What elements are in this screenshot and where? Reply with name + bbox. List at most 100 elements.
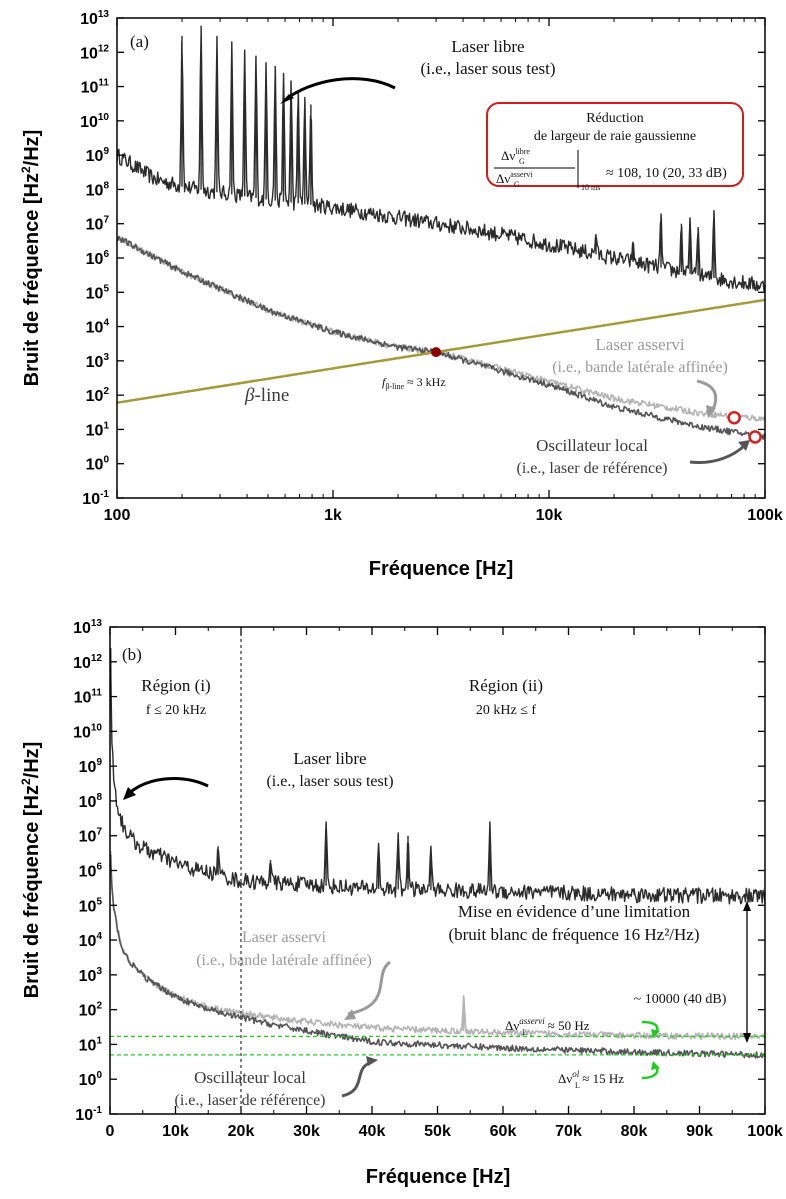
- a-x-tick-label: 100: [104, 507, 131, 524]
- a-x-axis-title: Fréquence [Hz]: [369, 558, 513, 580]
- b-y-tick-label: 108: [79, 792, 103, 811]
- a-y-tick-label: 102: [86, 386, 110, 405]
- svg-text:Δνlibre: Δνlibre: [501, 147, 530, 163]
- a-libre-arrow: [284, 77, 396, 102]
- b-x-axis-title: Fréquence [Hz]: [366, 1166, 510, 1188]
- b-dv-asservi-sup: asservi: [519, 1016, 545, 1026]
- b-asservi-arrow: [347, 960, 392, 1016]
- b-series-laser-libre: [110, 647, 766, 905]
- b-ol-arrowhead: [366, 1056, 378, 1066]
- a-asservi-sub: (i.e., bande latérale affinée): [552, 359, 728, 376]
- b-y-tick-label: 1011: [74, 688, 103, 707]
- a-y-tick-label: 106: [86, 249, 110, 268]
- b-dv-asservi-value: ≈ 50 Hz: [548, 1018, 590, 1033]
- a-y-tick-label: 1013: [80, 9, 109, 28]
- b-libre-sub: (i.e., laser sous test): [266, 773, 393, 790]
- b-dv-asservi-prefix: Δν: [505, 1018, 519, 1033]
- a-ol-label: Oscillateur local: [536, 436, 648, 455]
- panel-b-label: (b): [122, 645, 142, 664]
- b-x-tick-label: 20k: [228, 1123, 255, 1140]
- b-y-tick-label: 1013: [73, 618, 102, 637]
- b-region2-title: Région (ii): [469, 676, 543, 695]
- panel-a-frame: [116, 17, 766, 499]
- a-box-title-1: Réduction: [586, 111, 644, 126]
- a-asservi-label: Laser asservi: [595, 335, 684, 354]
- a-x-tick-label: 100k: [747, 507, 783, 524]
- b-y-tick-label: 105: [79, 896, 103, 915]
- b-ratio-label: ~ 10000 (40 dB): [634, 992, 727, 1007]
- b-dv-ol: Δνol ≈ 15 Hz: [558, 1069, 624, 1086]
- a-y-tick-label: 104: [86, 318, 110, 337]
- a-evaluation-marker: [727, 410, 741, 425]
- a-libre-arrowhead: [280, 94, 294, 104]
- b-dv-asservi-arrowhead: [651, 1029, 660, 1038]
- a-y-tick-label: 10-1: [82, 489, 109, 508]
- a-y-tick-label: 101: [86, 420, 110, 439]
- a-fbeta-sub: β-line: [385, 382, 404, 391]
- b-y-tick-label: 104: [79, 931, 103, 950]
- b-x-tick-label: 30k: [293, 1123, 320, 1140]
- a-libre-sub: (i.e., laser sous test): [420, 59, 555, 78]
- a-libre-label: Laser libre: [451, 37, 524, 56]
- a-box-num-sub: G: [519, 157, 525, 166]
- b-x-tick-label: 10k: [162, 1123, 189, 1140]
- a-box-fraction: Δνlibre G Δνasservi G 10 ms ≈ 108, 10 (2…: [494, 147, 727, 192]
- b-y-tick-label: 100: [79, 1070, 103, 1089]
- b-y-axis-title: Bruit de fréquence [Hz2/Hz]: [19, 742, 43, 999]
- b-x-tick-label: 100k: [747, 1123, 783, 1140]
- b-libre-arrowhead: [123, 787, 136, 800]
- a-box-num-sup: libre: [515, 147, 530, 156]
- a-x-tick-label: 10k: [536, 507, 563, 524]
- a-y-tick-label: 100: [86, 455, 110, 474]
- b-region1-cond: f ≤ 20 kHz: [146, 703, 206, 718]
- a-beta-line-label: β-line: [244, 385, 289, 406]
- a-ol-sub: (i.e., laser de référence): [517, 460, 668, 477]
- a-box-den: Δν: [496, 171, 510, 186]
- a-y-tick-label: 108: [86, 180, 110, 199]
- a-x-tick-label: 1k: [324, 507, 342, 524]
- b-asservi-arrowhead: [344, 1009, 356, 1020]
- b-y-tick-label: 109: [79, 757, 103, 776]
- a-box-result: ≈ 108, 10 (20, 33 dB): [606, 166, 727, 181]
- b-libre-label: Laser libre: [293, 749, 366, 768]
- b-dv-asservi: Δνasservi ≈ 50 Hz: [505, 1016, 590, 1033]
- a-box-den-sup: asservi: [510, 170, 533, 179]
- a-y-tick-label: 1011: [81, 78, 110, 97]
- a-y-tick-label: 1010: [80, 112, 109, 131]
- panel-b: 10-1 100 101 102 103 104 105 106 107 108 109 1010 10…: [19, 618, 783, 1188]
- a-box-den-sub: G: [514, 180, 520, 189]
- b-limit-label: Mise en évidence d’une limitation: [458, 902, 691, 921]
- b-region1-title: Région (i): [141, 676, 210, 695]
- b-ol-sub: (i.e., laser de référence): [175, 1092, 326, 1109]
- b-ratio-arrowhead-bottom: [743, 1033, 751, 1043]
- a-reduction-box: [486, 102, 744, 187]
- b-y-tick-label: 1010: [73, 722, 102, 741]
- a-y-axis-title-text: Bruit de fréquence [Hz2/Hz]: [19, 130, 43, 387]
- b-y-tick-label: 107: [79, 827, 103, 846]
- b-y-tick-label: 102: [79, 1001, 103, 1020]
- svg-text:Δνasservi: Δνasservi: [496, 170, 533, 186]
- panel-a-data-layer: [116, 25, 766, 444]
- a-y-tick-label: 103: [86, 352, 110, 371]
- panel-b-frame: [109, 626, 766, 1115]
- b-libre-arrow: [127, 777, 209, 796]
- b-dv-asservi-sub: L: [522, 1028, 527, 1037]
- a-y-tick-label: 107: [86, 215, 110, 234]
- b-y-tick-label: 106: [79, 862, 103, 881]
- b-dv-ol-value: ≈ 15 Hz: [582, 1071, 624, 1086]
- b-dv-ol-prefix: Δν: [558, 1071, 572, 1086]
- b-x-tick-label: 40k: [359, 1123, 386, 1140]
- a-fbeta-value: ≈ 3 kHz: [407, 375, 446, 389]
- b-ol-arrow: [341, 1060, 373, 1098]
- a-beta-symbol: β: [244, 385, 255, 406]
- a-series-laser-asservi: [116, 236, 766, 422]
- b-x-tick-label: 50k: [424, 1123, 451, 1140]
- a-beta-suffix: -line: [254, 385, 289, 406]
- a-box-eval: 10 ms: [581, 183, 600, 192]
- b-asservi-label: Laser asservi: [242, 929, 327, 946]
- a-evaluation-marker: [748, 430, 762, 444]
- b-dv-ol-arrowhead: [651, 1061, 660, 1070]
- b-dv-ol-sup: ol: [572, 1069, 580, 1079]
- a-beta-intersection-point: [431, 347, 442, 358]
